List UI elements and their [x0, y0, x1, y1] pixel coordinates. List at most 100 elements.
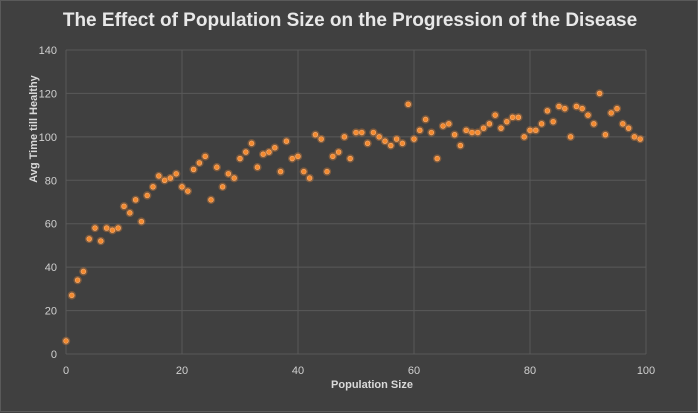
data-point — [103, 225, 110, 231]
data-point — [620, 121, 626, 127]
x-tick-label: 0 — [63, 365, 69, 377]
data-point — [631, 134, 638, 140]
y-tick-label: 60 — [45, 219, 57, 231]
data-points — [61, 89, 645, 346]
data-point — [567, 134, 574, 140]
data-point — [637, 136, 643, 142]
y-tick-label: 20 — [45, 306, 57, 318]
data-point — [289, 155, 295, 162]
data-point — [486, 121, 493, 127]
data-point — [492, 112, 498, 118]
data-point — [591, 121, 597, 127]
data-point — [411, 136, 417, 142]
axis-tick-labels: 0 20 40 60 80 100 120 140 0 20 40 60 80 100 — [39, 45, 656, 377]
data-point — [115, 225, 121, 231]
data-point — [556, 103, 562, 110]
data-point — [121, 203, 127, 210]
data-point — [388, 142, 394, 149]
data-point — [272, 145, 278, 151]
data-point — [98, 238, 104, 244]
data-point — [463, 127, 469, 134]
data-point — [69, 292, 75, 299]
data-point — [196, 160, 203, 166]
data-point — [92, 225, 98, 231]
data-point — [167, 175, 174, 181]
data-point — [353, 129, 359, 136]
data-point — [138, 218, 145, 225]
data-point — [190, 166, 197, 173]
data-point — [109, 227, 116, 233]
y-tick-label: 40 — [45, 262, 57, 274]
data-point — [527, 127, 533, 134]
data-point — [504, 118, 510, 125]
data-point — [405, 101, 411, 107]
data-point — [156, 173, 162, 179]
data-point — [202, 153, 208, 160]
data-point — [614, 105, 620, 112]
data-point — [544, 108, 551, 114]
x-tick-label: 100 — [637, 365, 655, 377]
y-tick-label: 140 — [39, 45, 57, 57]
chart-title: The Effect of Population Size on the Pro… — [62, 10, 638, 31]
data-point — [347, 155, 353, 162]
data-point — [295, 153, 301, 160]
data-point — [80, 268, 87, 275]
y-tick-label: 120 — [39, 88, 57, 100]
y-tick-label: 0 — [51, 349, 57, 361]
data-point — [150, 184, 156, 190]
data-point — [422, 116, 429, 123]
data-point — [86, 236, 92, 242]
data-point — [330, 153, 336, 160]
data-point — [434, 155, 440, 162]
data-point — [248, 140, 255, 147]
data-point — [446, 121, 452, 127]
data-point — [480, 125, 487, 131]
data-point — [306, 175, 313, 181]
data-point — [596, 90, 603, 97]
data-point — [625, 125, 632, 131]
data-point — [550, 118, 556, 125]
data-point — [521, 134, 527, 140]
data-point — [127, 210, 133, 216]
x-tick-label: 80 — [524, 365, 536, 377]
data-point — [179, 184, 185, 190]
data-point — [324, 168, 330, 175]
data-point — [573, 103, 580, 110]
gridlines — [65, 49, 647, 355]
data-point — [132, 197, 139, 203]
data-point — [393, 136, 400, 142]
data-point — [475, 129, 481, 136]
y-axis-label: Avg Time till Healthy — [28, 75, 40, 183]
data-point — [277, 168, 284, 175]
data-point — [214, 164, 220, 170]
data-point — [283, 138, 290, 144]
data-point — [538, 121, 545, 127]
data-point — [457, 142, 464, 149]
data-point — [364, 140, 371, 147]
data-point — [254, 164, 261, 170]
data-point — [335, 149, 342, 155]
data-point — [498, 125, 504, 131]
data-point — [469, 129, 475, 136]
data-point — [579, 105, 585, 112]
data-point — [515, 114, 522, 121]
y-tick-label: 100 — [39, 132, 57, 144]
data-point — [602, 131, 609, 138]
data-point — [74, 277, 81, 283]
data-point — [376, 134, 382, 140]
data-point — [341, 134, 348, 140]
data-point — [428, 129, 435, 136]
data-point — [399, 140, 406, 147]
data-point — [359, 129, 365, 136]
data-point — [608, 110, 614, 116]
data-point — [173, 171, 179, 177]
data-point — [370, 129, 377, 136]
data-point — [63, 338, 69, 344]
data-point — [585, 112, 591, 118]
x-tick-label: 60 — [408, 365, 420, 377]
x-axis-label: Population Size — [331, 379, 413, 391]
data-point — [533, 127, 539, 134]
x-tick-label: 40 — [292, 365, 304, 377]
